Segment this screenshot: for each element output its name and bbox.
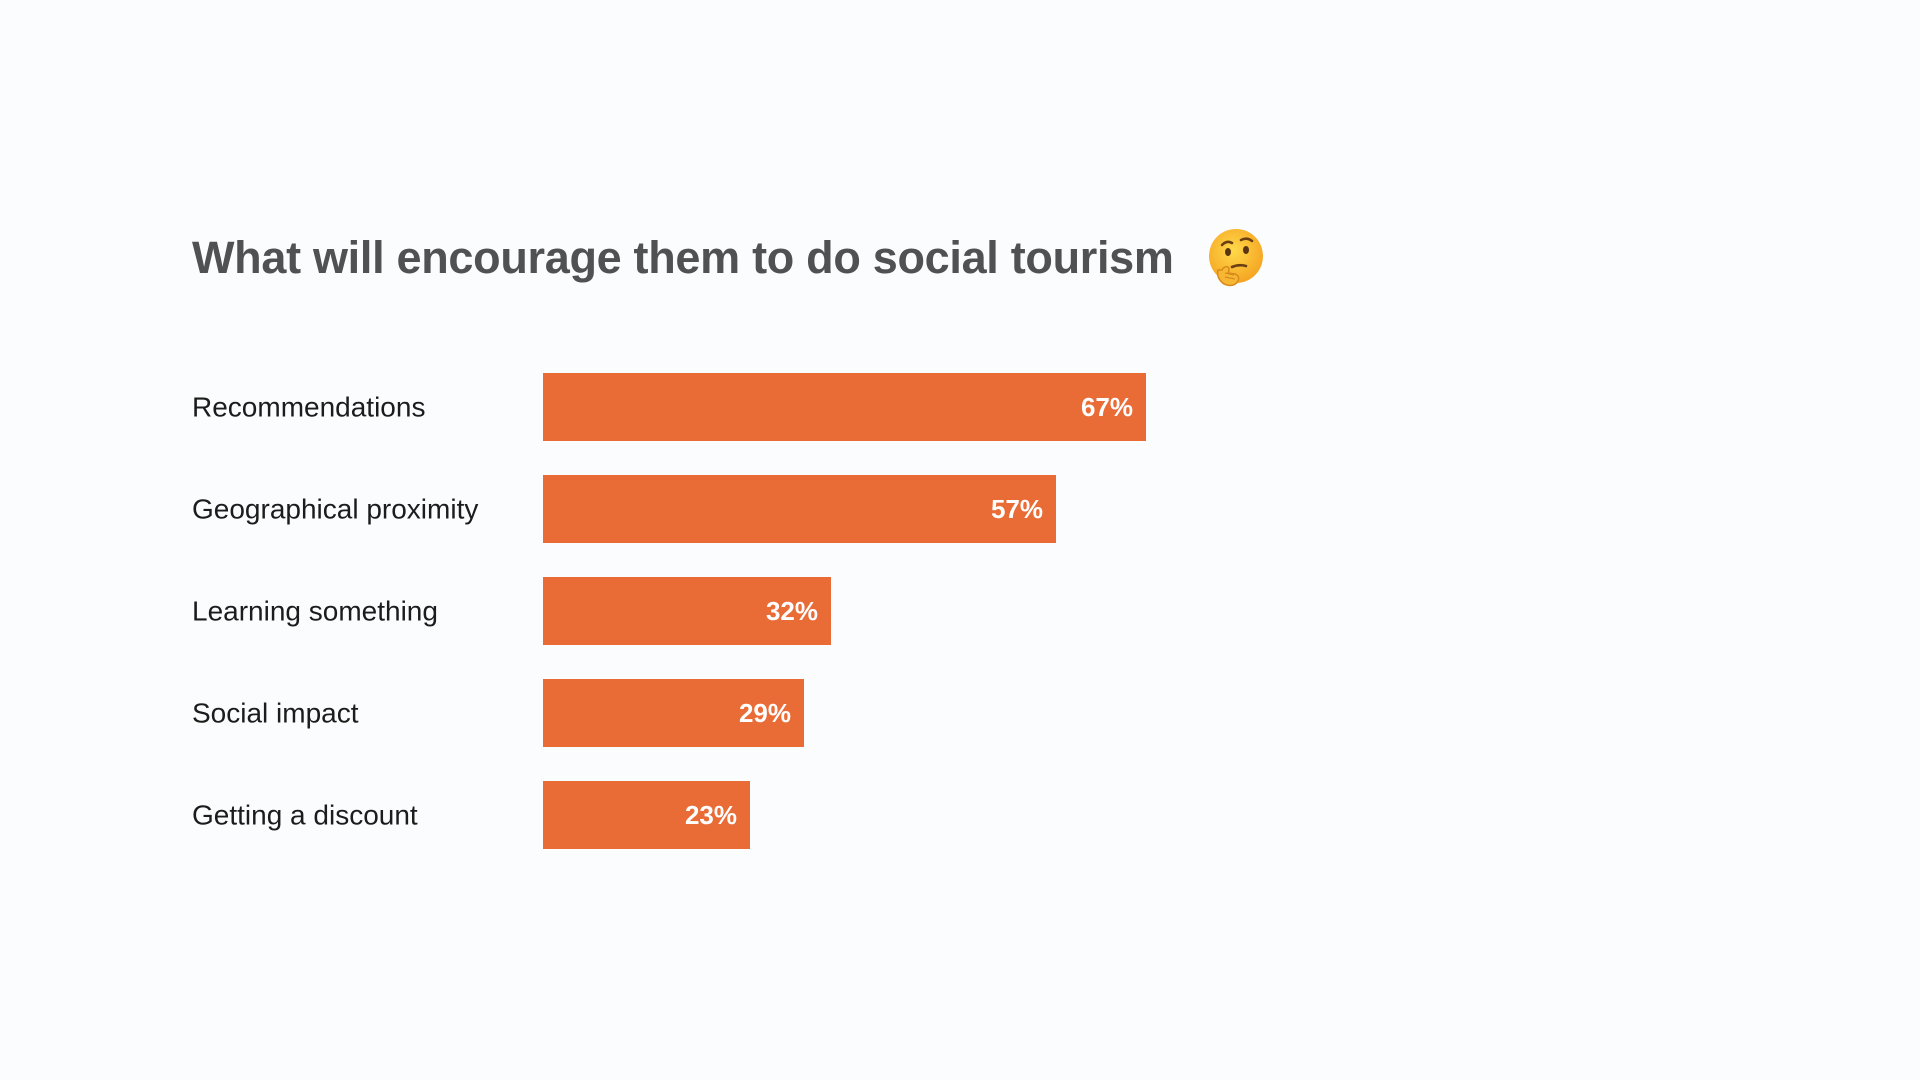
bar-row: Recommendations 67%	[192, 373, 1146, 441]
category-label: Recommendations	[192, 392, 425, 423]
value-label: 67%	[1081, 392, 1133, 422]
bar	[543, 679, 804, 747]
category-label: Getting a discount	[192, 800, 418, 831]
category-label: Geographical proximity	[192, 494, 478, 525]
value-label: 23%	[685, 800, 737, 830]
bar	[543, 475, 1056, 543]
bar	[543, 373, 1146, 441]
bar-row: Social impact 29%	[192, 679, 804, 747]
category-label: Social impact	[192, 698, 359, 729]
bar	[543, 577, 831, 645]
value-label: 57%	[991, 494, 1043, 524]
bar-row: Learning something 32%	[192, 577, 831, 645]
bar-row: Geographical proximity 57%	[192, 475, 1056, 543]
value-label: 29%	[739, 698, 791, 728]
category-label: Learning something	[192, 596, 438, 627]
thinking-face-icon	[1208, 229, 1263, 287]
bar-row: Getting a discount 23%	[192, 781, 750, 849]
chart-title: What will encourage them to do social to…	[192, 232, 1174, 283]
value-label: 32%	[766, 596, 818, 626]
chart-title-row: What will encourage them to do social to…	[192, 226, 1268, 290]
bar	[543, 781, 750, 849]
